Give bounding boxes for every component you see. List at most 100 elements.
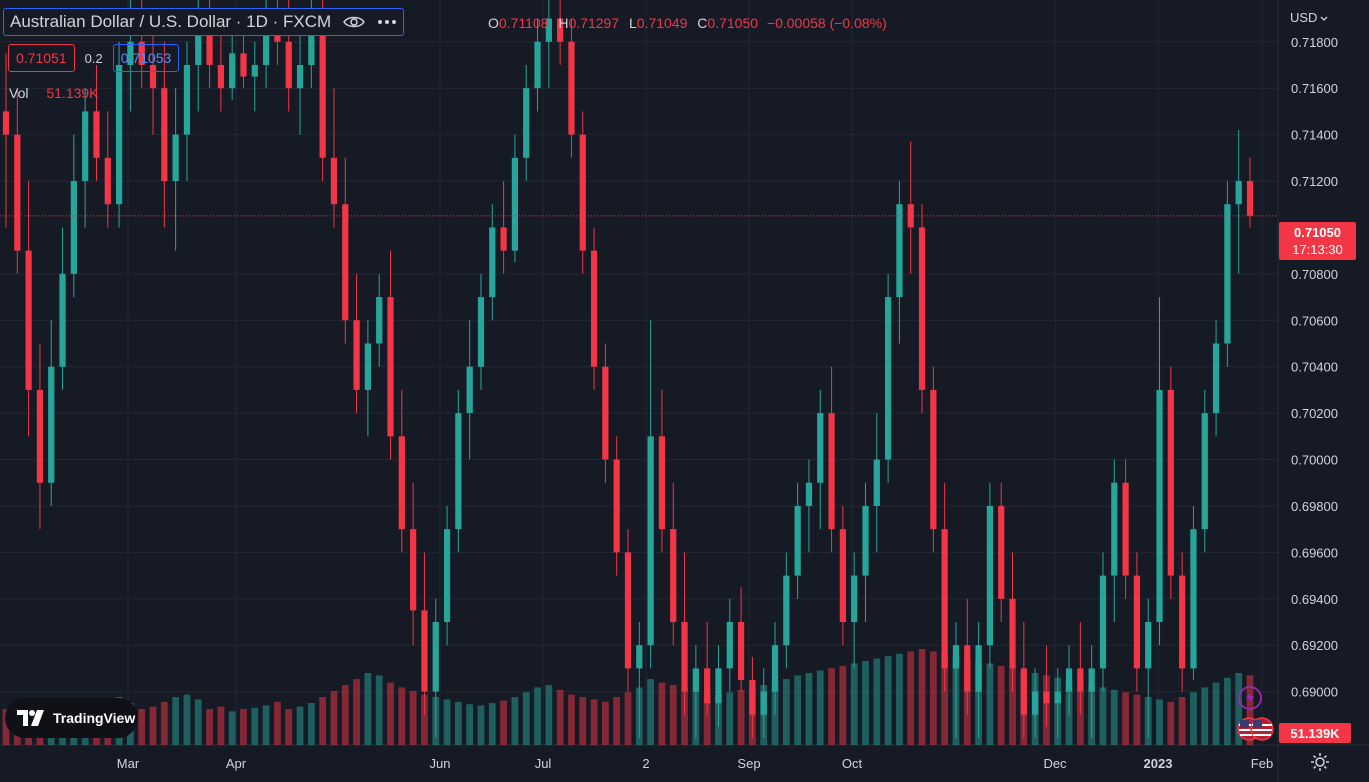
volume-bar <box>681 687 688 745</box>
volume-bar <box>364 673 372 745</box>
volume-bar <box>873 658 881 745</box>
volume-bar <box>601 701 609 745</box>
volume-bar <box>1009 668 1016 745</box>
sell-button[interactable]: 0.71051 <box>8 44 75 72</box>
candle-body <box>1099 575 1107 669</box>
candle-body <box>342 204 349 321</box>
candle-body <box>296 64 304 89</box>
volume-legend[interactable]: Vol 51.139K <box>9 85 99 101</box>
volume-label: Vol <box>9 85 29 101</box>
volume-value: 51.139K <box>46 85 99 101</box>
candle-body <box>647 436 654 646</box>
candle-body <box>183 64 191 135</box>
volume-bar <box>839 665 847 745</box>
candle-body <box>975 645 982 692</box>
volume-bar <box>443 699 451 745</box>
candle-body <box>692 668 699 692</box>
low-value: 0.71049 <box>636 15 688 31</box>
candle-body <box>851 575 858 622</box>
volume-bar <box>1235 673 1243 745</box>
candle-body <box>161 88 168 182</box>
volume-bar <box>669 685 677 745</box>
tradingview-logo[interactable]: TradingView <box>5 698 138 738</box>
symbol-title[interactable]: Australian Dollar / U.S. Dollar · 1D · F… <box>10 12 332 31</box>
currency-label: USD <box>1290 10 1318 25</box>
eye-icon[interactable] <box>343 15 366 29</box>
volume-bar <box>522 692 530 745</box>
volume-bar <box>997 665 1005 745</box>
volume-bar <box>624 692 632 745</box>
candle-body <box>715 668 722 704</box>
volume-bar <box>1133 694 1141 745</box>
currency-selector[interactable]: USD <box>1290 10 1328 25</box>
y-tick-label: 0.69800 <box>1291 499 1338 514</box>
y-tick-label: 0.70000 <box>1291 453 1338 468</box>
candle-body <box>262 18 270 65</box>
candle-body <box>1054 691 1061 704</box>
candle-body <box>918 227 926 390</box>
volume-bar <box>160 701 168 745</box>
logo-text: TradingView <box>53 710 136 726</box>
candle-body <box>319 18 326 158</box>
candle-body <box>658 436 666 530</box>
lightning-icon[interactable] <box>1237 685 1263 716</box>
open-value: 0.71108 <box>498 15 549 31</box>
buy-button[interactable]: 0.71053 <box>112 44 180 72</box>
flag-icon[interactable] <box>1236 716 1276 747</box>
candle-body <box>229 53 236 89</box>
candle-body <box>557 18 564 42</box>
candle-body <box>59 273 66 367</box>
candle-body <box>36 389 44 483</box>
y-tick-label: 0.69000 <box>1291 685 1338 700</box>
candle-body <box>353 320 360 390</box>
volume-bar <box>488 703 496 745</box>
close-label: C <box>697 15 708 31</box>
spread-value: 0.2 <box>84 50 103 66</box>
y-tick-label: 0.69400 <box>1291 592 1338 607</box>
candle-body <box>285 41 292 89</box>
candle-body <box>1235 181 1242 205</box>
time-axis: Mar Apr Jun Jul 2 Sep Oct Dec 2023 Feb <box>117 756 1273 771</box>
more-icon[interactable] <box>377 19 397 25</box>
candle-body <box>455 413 462 530</box>
candle-body <box>330 157 338 205</box>
candle-body <box>1156 389 1163 622</box>
candle-body <box>545 18 552 42</box>
x-tick-label: Sep <box>737 756 760 771</box>
candle-body <box>1224 204 1231 344</box>
volume-bar <box>262 705 270 745</box>
trade-buttons: 0.71051 0.2 0.71053 <box>8 44 180 72</box>
candle-body <box>613 459 620 553</box>
volume-bar <box>782 679 790 745</box>
candle-body <box>115 64 123 205</box>
volume-bar <box>545 685 553 745</box>
volume-bar <box>828 668 835 745</box>
candle-body <box>104 157 111 205</box>
volume-bar <box>1223 677 1231 745</box>
volume-bar <box>556 689 564 745</box>
symbol-legend[interactable]: Australian Dollar / U.S. Dollar · 1D · F… <box>3 8 405 36</box>
volume-bar <box>613 697 621 745</box>
candle-body <box>500 227 507 251</box>
candle-body <box>14 134 21 251</box>
volume-bar <box>884 656 892 745</box>
y-tick-label: 0.69200 <box>1291 638 1338 653</box>
y-tick-label: 0.71200 <box>1291 174 1338 189</box>
candle-body <box>884 297 892 460</box>
candle-body <box>1212 343 1220 414</box>
candle-body <box>1065 668 1073 692</box>
settings-icon[interactable] <box>1310 752 1330 777</box>
volume-bar <box>1201 687 1209 745</box>
volume-bar <box>409 691 417 745</box>
candle-body <box>624 552 632 669</box>
x-tick-label: Dec <box>1043 756 1067 771</box>
volume-bar <box>726 692 734 745</box>
candle-body <box>873 459 880 506</box>
candle-body <box>2 111 10 135</box>
candle-body <box>387 297 394 437</box>
y-tick-label: 0.71400 <box>1291 128 1338 143</box>
candle-body <box>48 366 55 483</box>
y-tick-label: 0.69600 <box>1291 545 1338 560</box>
volume-bar <box>986 663 994 745</box>
